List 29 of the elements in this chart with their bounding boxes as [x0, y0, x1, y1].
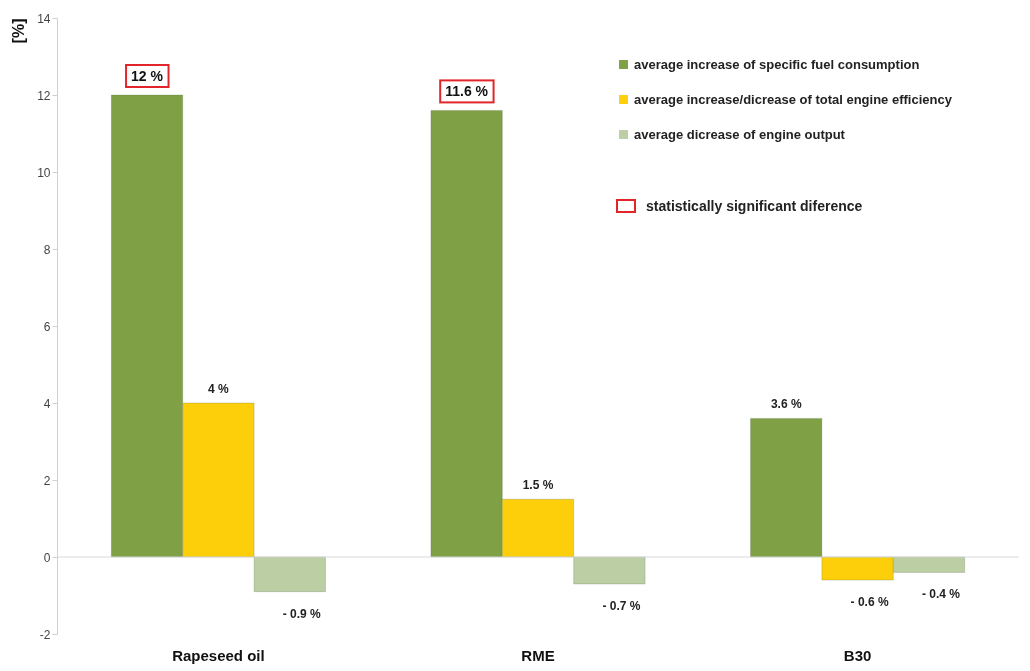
y-tick-label: 10	[37, 165, 51, 180]
annotation: 12 %	[131, 68, 164, 84]
x-tick-label: B30	[843, 646, 872, 664]
legend-label: average increase of specific fuel consumption	[634, 56, 920, 72]
x-tick-label: Rapeseed oil	[172, 646, 265, 664]
legend-label: average dicrease of engine output	[634, 126, 846, 142]
annotation: statistically significant diference	[646, 198, 863, 214]
y-tick-label: 0	[43, 550, 51, 565]
bar	[253, 556, 326, 593]
bar	[573, 556, 646, 585]
y-axis-title: [%]	[10, 18, 28, 44]
y-tick-label: 8	[43, 242, 51, 257]
data-label: - 0.6 %	[850, 595, 889, 610]
y-tick-label: 2	[43, 473, 51, 488]
data-label: - 0.7 %	[602, 598, 641, 613]
bar	[750, 417, 823, 558]
y-tick-label: 4	[43, 396, 51, 411]
y-tick-label: 12	[37, 88, 51, 103]
y-tick-label: 14	[37, 11, 51, 26]
y-tick-label: -2	[39, 627, 51, 642]
data-label: 3.6 %	[770, 397, 802, 412]
y-tick-label: 6	[43, 319, 51, 334]
x-tick-label: RME	[521, 646, 555, 664]
annotation: 11.6 %	[445, 83, 489, 100]
data-label: - 0.4 %	[921, 587, 961, 602]
data-label: 4 %	[208, 382, 230, 396]
legend-label: average increase/dicrease of total engine efficiency	[634, 91, 953, 107]
data-label: 1.5 %	[522, 478, 554, 493]
data-label: - 0.9 %	[282, 606, 322, 621]
